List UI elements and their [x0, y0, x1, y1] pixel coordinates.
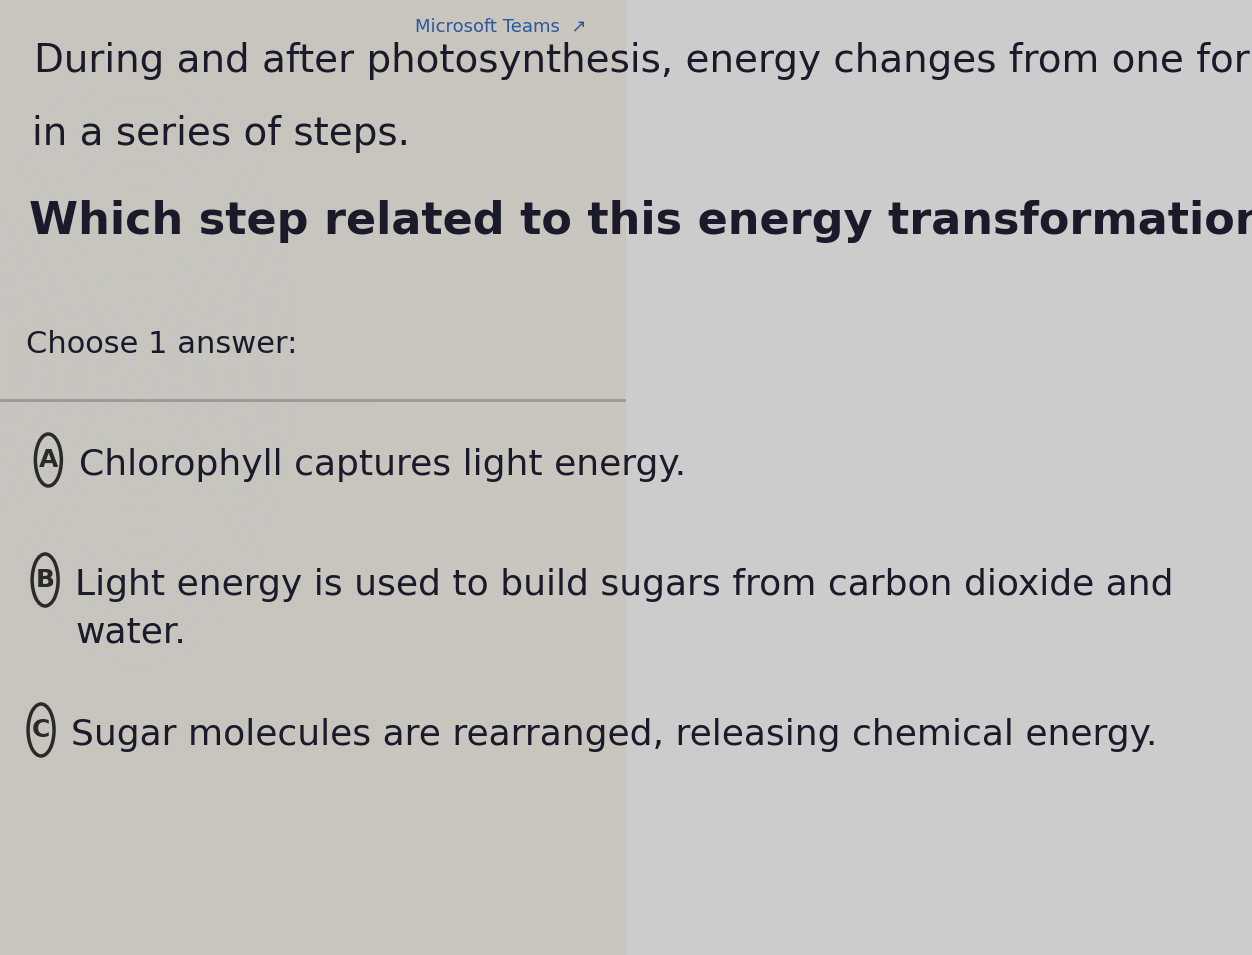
Bar [125, 0, 188, 955]
Bar [376, 0, 438, 955]
Bar [188, 0, 250, 955]
Text: in a series of steps.: in a series of steps. [31, 115, 409, 153]
Text: C: C [31, 718, 50, 742]
Bar [63, 0, 125, 955]
Bar [313, 0, 376, 955]
Bar [563, 0, 626, 955]
Text: A: A [39, 448, 58, 472]
Text: B: B [35, 568, 55, 592]
Text: Which step related to this energy transformation occurs last?: Which step related to this energy transf… [29, 200, 1252, 243]
Bar [250, 0, 313, 955]
Bar [501, 0, 563, 955]
Bar [0, 0, 63, 955]
Text: Sugar molecules are rearranged, releasing chemical energy.: Sugar molecules are rearranged, releasin… [71, 718, 1158, 752]
Text: Chlorophyll captures light energy.: Chlorophyll captures light energy. [79, 448, 686, 482]
Text: Microsoft Teams  ↗: Microsoft Teams ↗ [414, 18, 586, 36]
Bar [438, 0, 501, 955]
Text: Choose 1 answer:: Choose 1 answer: [26, 330, 297, 359]
Text: Light energy is used to build sugars from carbon dioxide and
water.: Light energy is used to build sugars fro… [75, 568, 1174, 649]
Text: During and after photosynthesis, energy changes from one form to another: During and after photosynthesis, energy … [34, 42, 1252, 80]
